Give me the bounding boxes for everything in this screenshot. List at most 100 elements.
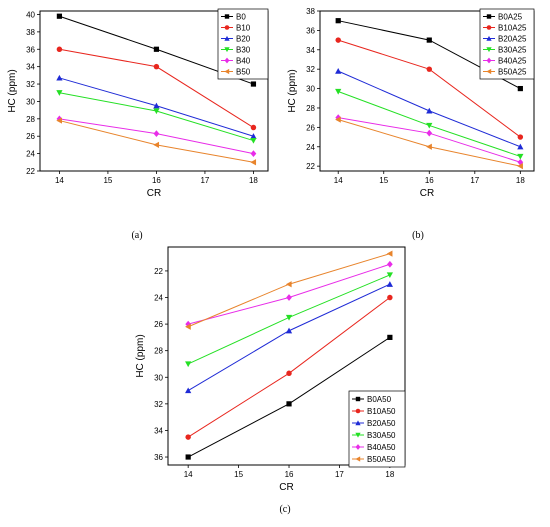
legend-marker xyxy=(355,444,361,450)
legend-label: B50A25 xyxy=(498,68,527,77)
x-tick-label: 15 xyxy=(103,176,112,185)
legend-label: B50A50 xyxy=(367,455,396,464)
data-point-b20 xyxy=(153,102,160,109)
x-tick-label: 15 xyxy=(379,176,388,185)
x-tick-label: 18 xyxy=(385,470,394,479)
data-point-b40a50 xyxy=(387,260,393,268)
y-tick-label: 24 xyxy=(154,294,163,303)
data-point-b0 xyxy=(153,46,160,52)
y-tick-label: 28 xyxy=(154,347,163,356)
x-tick-label: 14 xyxy=(184,470,193,479)
plot-frame xyxy=(319,10,535,172)
y-tick-label: 36 xyxy=(306,26,315,35)
legend-marker xyxy=(486,68,492,75)
data-point-b0a50 xyxy=(387,334,393,340)
data-point-b10a25 xyxy=(517,134,524,140)
plot-frame xyxy=(39,10,269,172)
panel-a: 14 15 16 17 18 22 24 26 28 30 32 34 36 38 40 CR HC (ppm)… xyxy=(7,8,269,241)
panel-c: 14 15 16 17 18 22 24 26 28 30 32 34 36 CR HC (ppm) B0A5… xyxy=(135,246,406,515)
legend-label: B30 xyxy=(236,46,251,55)
y-axis-label: HC (ppm) xyxy=(135,334,146,377)
data-point-b40 xyxy=(250,150,257,157)
legend-marker xyxy=(224,25,230,30)
x-tick-label: 14 xyxy=(55,176,64,185)
y-tick-label: 22 xyxy=(26,167,35,176)
data-point-b30 xyxy=(250,137,257,144)
x-tick-label: 14 xyxy=(334,176,343,185)
data-point-b20a50 xyxy=(185,387,192,394)
legend-marker xyxy=(486,47,492,53)
x-tick-label: 17 xyxy=(470,176,479,185)
data-point-b50a25 xyxy=(426,143,432,150)
legend-marker xyxy=(224,57,230,64)
data-point-b50a50 xyxy=(386,250,393,257)
y-tick-label: 40 xyxy=(26,10,35,19)
data-point-b0a25 xyxy=(426,37,432,43)
data-point-b0a50 xyxy=(286,401,292,407)
legend-label: B20 xyxy=(236,35,251,44)
legend-marker xyxy=(224,68,230,75)
x-tick-label: 18 xyxy=(516,176,525,185)
y-tick-label: 26 xyxy=(306,123,315,132)
data-point-b50 xyxy=(250,159,257,166)
legend-marker xyxy=(355,420,361,426)
y-tick-label: 30 xyxy=(154,373,163,382)
data-point-b0 xyxy=(56,13,63,19)
data-point-b50a50 xyxy=(285,281,292,288)
y-tick-label: 30 xyxy=(306,85,315,94)
data-point-b40a25 xyxy=(426,129,433,137)
data-point-b20 xyxy=(250,133,257,139)
data-point-b10a50 xyxy=(185,434,191,440)
data-point-b50a25 xyxy=(517,163,523,170)
data-point-b50a50 xyxy=(185,323,191,330)
y-tick-label: 32 xyxy=(154,400,163,409)
x-tick-label: 16 xyxy=(425,176,434,185)
legend-label: B0A25 xyxy=(498,13,523,22)
x-axis-label: CR xyxy=(279,482,293,493)
x-axis-label: CR xyxy=(147,188,161,199)
data-point-b20a25 xyxy=(335,68,342,74)
y-tick-label: 26 xyxy=(154,320,163,329)
y-tick-label: 34 xyxy=(26,63,35,72)
panel-caption: (c) xyxy=(279,504,290,515)
data-point-b20a25 xyxy=(517,143,524,150)
data-point-b30a25 xyxy=(426,122,433,129)
legend-marker xyxy=(486,35,492,41)
legend-box xyxy=(348,390,406,468)
y-axis-label: HC (ppm) xyxy=(7,69,18,112)
data-point-b10 xyxy=(250,124,257,131)
x-tick-label: 17 xyxy=(200,176,209,185)
legend-label: B0 xyxy=(236,13,246,22)
data-point-b10 xyxy=(153,63,160,70)
y-tick-label: 26 xyxy=(26,132,35,141)
y-tick-label: 28 xyxy=(306,104,315,113)
legend-marker xyxy=(355,408,361,414)
data-point-b30a25 xyxy=(517,153,524,160)
data-point-b30a25 xyxy=(335,88,342,95)
data-point-b10a25 xyxy=(335,37,341,43)
x-tick-label: 15 xyxy=(234,470,243,479)
y-tick-label: 22 xyxy=(154,267,163,276)
data-point-b10a25 xyxy=(426,66,433,72)
data-point-b50 xyxy=(56,117,63,124)
legend-label: B30A50 xyxy=(367,431,396,440)
data-point-b30a50 xyxy=(285,314,293,321)
y-tick-label: 28 xyxy=(26,115,35,124)
data-point-b0a25 xyxy=(517,85,523,92)
legend-label: B50 xyxy=(236,68,251,77)
legend-label: B20A50 xyxy=(367,419,396,428)
data-point-b10 xyxy=(56,46,63,52)
y-tick-label: 32 xyxy=(306,65,315,74)
legend-box xyxy=(217,8,269,80)
legend-marker xyxy=(355,432,361,438)
y-tick-label: 24 xyxy=(306,143,315,152)
data-point-b30a50 xyxy=(185,361,192,368)
legend-box xyxy=(479,8,535,80)
plot-frame xyxy=(167,246,406,466)
data-point-b50 xyxy=(153,141,160,149)
y-tick-label: 36 xyxy=(154,453,163,462)
legend-label: B10A50 xyxy=(367,407,396,416)
data-point-b0a50 xyxy=(185,454,191,460)
y-tick-label: 30 xyxy=(26,97,35,106)
